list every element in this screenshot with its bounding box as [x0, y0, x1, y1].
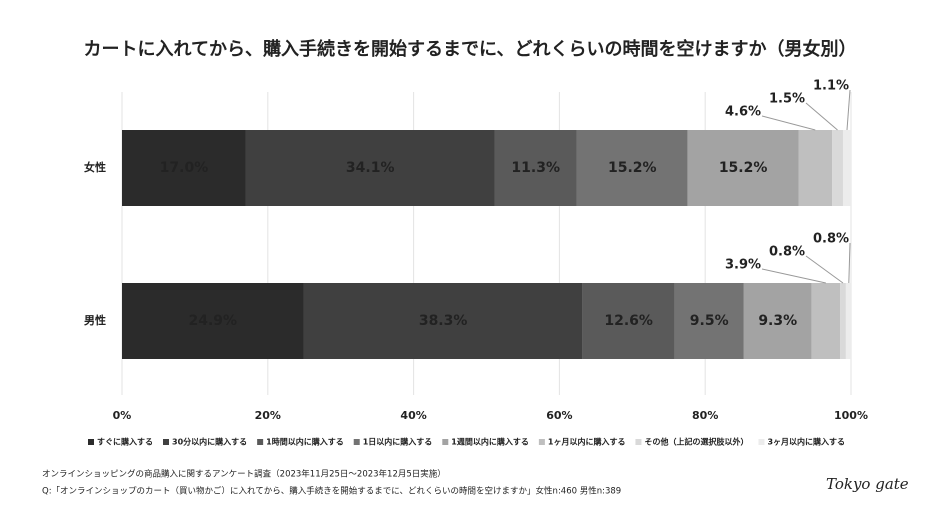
logo: Tokyo gate [826, 475, 909, 493]
bar-segment [245, 130, 495, 206]
legend-swatch [538, 439, 545, 445]
y-tick-label: 女性 [84, 160, 106, 174]
note: オンラインショッピングの商品購入に関するアンケート調査（2023年11月25日〜… [42, 469, 446, 480]
bar-segment [582, 283, 675, 359]
value-label: 4.6% [725, 105, 761, 120]
note: Q:「オンラインショップのカート（買い物かご）に入れてから、購入手続きを開始する… [42, 486, 621, 497]
value-label: 9.3% [758, 313, 797, 329]
bar-segment [811, 283, 841, 359]
legend-swatch [758, 439, 765, 445]
legend-label: 1日以内に購入する [363, 437, 433, 447]
value-label: 0.8% [769, 245, 805, 260]
bar-segment [122, 130, 246, 206]
legend-swatch [635, 439, 642, 445]
y-tick-label: 男性 [84, 313, 106, 327]
leader-line [761, 115, 816, 131]
value-label: 11.3% [511, 160, 560, 176]
value-label: 15.2% [719, 160, 768, 176]
value-label: 17.0% [160, 160, 209, 176]
value-label: 15.2% [608, 160, 657, 176]
x-tick-label: 100% [834, 409, 868, 422]
bar-segment [832, 130, 843, 206]
bar-segment [494, 130, 577, 206]
legend-label: 1ヶ月以内に購入する [548, 437, 626, 447]
value-label: 1.5% [769, 92, 805, 107]
legend-label: その他（上記の選択肢以外） [644, 437, 748, 447]
leader-line [848, 242, 851, 284]
value-label: 9.5% [690, 313, 729, 329]
bar-segment [674, 283, 744, 359]
value-label: 1.1% [813, 79, 849, 94]
x-tick-label: 20% [255, 409, 281, 422]
bar-segment [845, 283, 852, 359]
legend-label: 3ヶ月以内に購入する [767, 437, 845, 447]
bar-segment [743, 283, 812, 359]
leader-line [846, 89, 851, 131]
value-label: 38.3% [419, 313, 468, 329]
legend-label: 1時間以内に購入する [266, 437, 344, 447]
value-label: 24.9% [188, 313, 237, 329]
bar-segment [798, 130, 833, 206]
x-tick-label: 60% [546, 409, 572, 422]
legend-label: 30分以内に購入する [172, 437, 247, 447]
leader-line [805, 255, 844, 284]
bar-segment [687, 130, 799, 206]
leader-line [761, 268, 826, 284]
value-label: 3.9% [725, 258, 761, 273]
legend-swatch [88, 439, 94, 445]
bar-segment [303, 283, 583, 359]
chart-title: カートに入れてから、購入手続きを開始するまでに、どれくらいの時間を空けますか（男… [84, 38, 857, 60]
x-tick-label: 0% [113, 409, 132, 422]
legend-label: 1週間以内に購入する [451, 437, 529, 447]
legend-swatch [442, 439, 449, 445]
value-label: 0.8% [813, 232, 849, 247]
legend-swatch [353, 439, 360, 445]
leader-line [805, 102, 838, 131]
legend-label: すぐに購入する [97, 437, 153, 447]
bar-segment [840, 283, 846, 359]
x-tick-label: 40% [400, 409, 426, 422]
legend-swatch [257, 439, 264, 445]
bar-segment [842, 130, 851, 206]
legend-swatch [163, 439, 169, 445]
value-label: 34.1% [346, 160, 395, 176]
x-tick-label: 80% [692, 409, 718, 422]
bar-segment [122, 283, 304, 359]
value-label: 12.6% [604, 313, 653, 329]
bar-segment [576, 130, 688, 206]
